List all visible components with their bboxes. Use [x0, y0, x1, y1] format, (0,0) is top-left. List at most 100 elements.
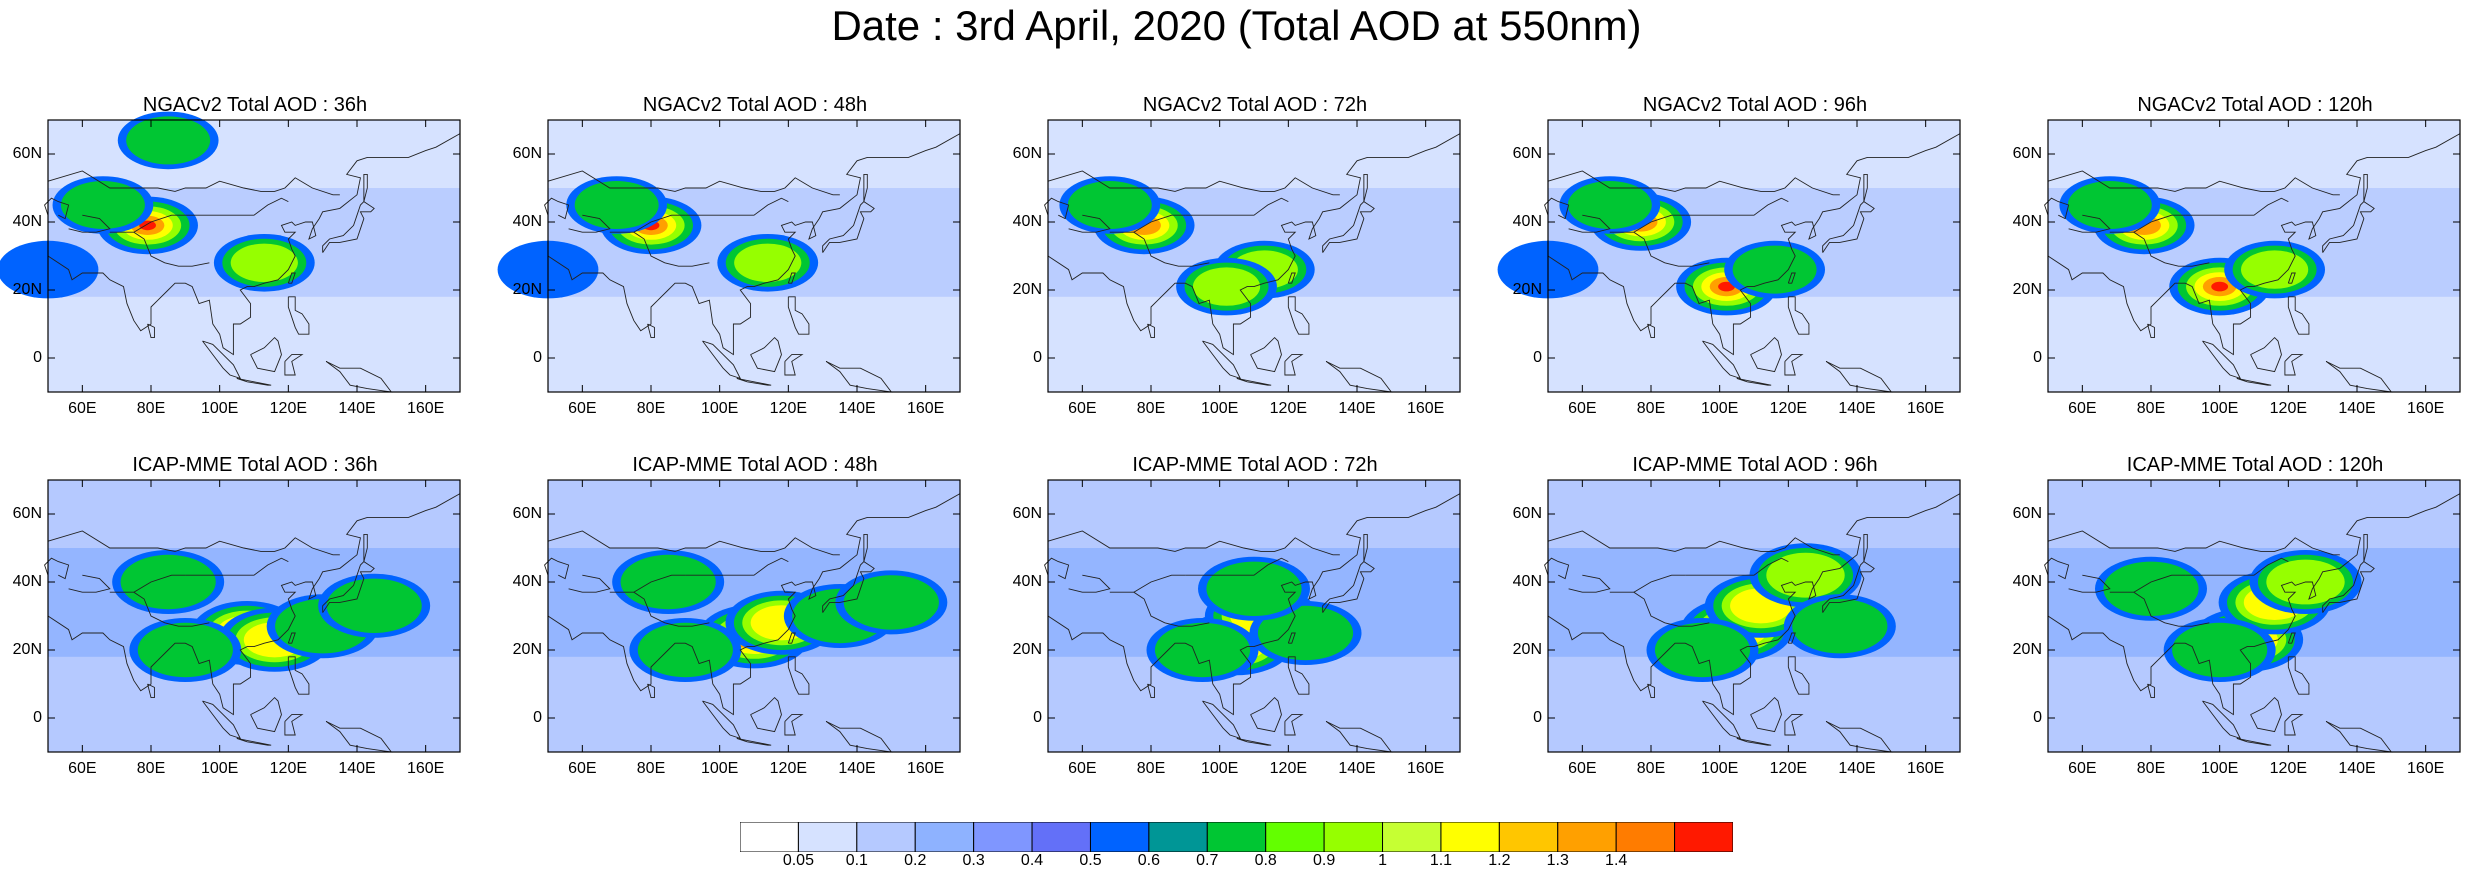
- coastline: [1787, 272, 1796, 284]
- aod-field: [1544, 479, 1961, 753]
- coastline: [44, 197, 70, 220]
- colorbar-tick-label: 1.4: [1605, 852, 1628, 869]
- coastline: [287, 632, 296, 644]
- coastline: [1322, 201, 1375, 253]
- map-frame: [2047, 119, 2461, 393]
- lon-tick-label: 60E: [2068, 760, 2097, 777]
- coastline: [236, 377, 272, 386]
- aod-hotspot: [1766, 552, 1845, 598]
- panel-title: ICAP-MME Total AOD : 48h: [632, 454, 878, 476]
- coastline: [1609, 591, 1710, 627]
- coastline: [44, 557, 70, 580]
- map-frame: [1047, 479, 1461, 753]
- coastline: [68, 214, 111, 233]
- lon-tick-label: 120E: [1269, 760, 1308, 777]
- coastline: [1202, 340, 1242, 380]
- lat-tick-label: 40N: [12, 213, 42, 230]
- aod-field: [0, 111, 461, 393]
- colorbar-tick-label: 1.1: [1429, 852, 1453, 869]
- colorbar-tick-label: 0.4: [1020, 852, 1044, 869]
- colorbar-swatch: [1089, 822, 1150, 852]
- coastline: [1863, 533, 1868, 562]
- lon-tick-label: 60E: [1068, 400, 1097, 417]
- lat-tick-label: 20N: [1512, 641, 1542, 658]
- lat-tick-label: 60N: [2012, 505, 2042, 522]
- aod-hotspot: [1567, 181, 1652, 229]
- lon-tick-label: 140E: [2338, 400, 2376, 417]
- lon-tick-label: 80E: [1636, 760, 1666, 777]
- lon-tick-label: 160E: [1906, 760, 1945, 777]
- lat-tick-label: 20N: [1012, 641, 1042, 658]
- aod-hotspot: [574, 181, 659, 229]
- coastline: [47, 170, 340, 196]
- coastline: [1750, 696, 1782, 733]
- coastline: [1109, 591, 1210, 627]
- lat-tick-label: 60N: [2012, 145, 2042, 162]
- lat-tick-label: 20N: [1012, 281, 1042, 298]
- coastline: [2250, 336, 2282, 373]
- colorbar-tick-label: 0.8: [1254, 852, 1277, 869]
- lat-tick-label: 0: [33, 709, 42, 726]
- lat-tick-label: 0: [1533, 709, 1542, 726]
- colorbar-tick-label: 1.2: [1488, 852, 1511, 869]
- coastline: [1784, 714, 1804, 736]
- lat-tick-label: 60N: [1012, 505, 1042, 522]
- lon-tick-label: 160E: [2406, 760, 2445, 777]
- map-panel: NGACv2 Total AOD : 120h 60N 40N 20N 0 60E 80E 1…: [2013, 90, 2462, 417]
- aod-hotspot: [60, 181, 145, 229]
- map-panel: ICAP-MME Total AOD : 48h 60N 40N 20N 0 60E 80E…: [513, 450, 962, 777]
- colorbar-tick-label: 0.2: [904, 852, 927, 869]
- colorbar-swatch: [1206, 822, 1267, 852]
- coastline: [1784, 354, 1804, 376]
- lat-tick-label: 60N: [512, 145, 542, 162]
- aod-field: [1497, 119, 1961, 393]
- map-panel: ICAP-MME Total AOD : 72h 60N 40N 20N 0 60E 80E…: [1013, 450, 1462, 777]
- coastline: [2284, 714, 2304, 736]
- coastline: [1787, 656, 1810, 695]
- coastline: [736, 377, 772, 386]
- lat-tick-label: 40N: [512, 573, 542, 590]
- colorbar: [740, 822, 1733, 852]
- colorbar-tick-label: 0.3: [962, 852, 985, 869]
- colorbar-swatch: [1031, 822, 1091, 852]
- coastline: [2047, 133, 2461, 356]
- coastline: [2044, 557, 2070, 580]
- coastline: [1822, 561, 1875, 613]
- coastline: [1284, 714, 1304, 736]
- coastline: [1609, 231, 1710, 267]
- coastline: [1236, 737, 1272, 746]
- colorbar-tick-label: 1.3: [1546, 852, 1569, 869]
- aod-field: [2044, 119, 2461, 393]
- coastline: [1044, 197, 1070, 220]
- coastline: [568, 214, 611, 233]
- coastline: [1633, 574, 1686, 593]
- aod-hotspot: [126, 116, 211, 165]
- map-panel: ICAP-MME Total AOD : 36h 60N 40N 20N 0 60E 80E…: [13, 450, 462, 777]
- aod-hotspot: [1067, 181, 1152, 229]
- coastline: [133, 214, 186, 233]
- coastline: [1568, 214, 1611, 233]
- lat-tick-label: 40N: [1512, 213, 1542, 230]
- aod-hotspot: [326, 578, 422, 633]
- coastline: [363, 533, 368, 562]
- aod-field: [1044, 119, 1461, 393]
- lon-tick-label: 160E: [906, 760, 945, 777]
- coastline: [2147, 683, 2155, 699]
- coastline: [1863, 173, 1868, 202]
- aod-map: 60N 40N 20N 0 60E 80E 100E 120E 140E 160E: [1513, 479, 1961, 777]
- coastline: [1068, 214, 1111, 233]
- lon-tick-label: 100E: [200, 760, 239, 777]
- coastline: [1250, 696, 1282, 733]
- lat-tick-label: 0: [533, 709, 542, 726]
- lon-tick-label: 100E: [200, 400, 239, 417]
- coastline: [1044, 557, 1070, 580]
- map-frame: [1547, 119, 1961, 393]
- map-frame: [47, 479, 461, 753]
- coastline: [1822, 201, 1875, 253]
- coastline: [2133, 574, 2186, 593]
- coastline: [2250, 696, 2282, 733]
- lat-tick-label: 0: [33, 349, 42, 366]
- lon-tick-label: 120E: [1269, 400, 1308, 417]
- map-frame: [2047, 479, 2461, 753]
- colorbar-tick-label: 0.9: [1312, 852, 1336, 869]
